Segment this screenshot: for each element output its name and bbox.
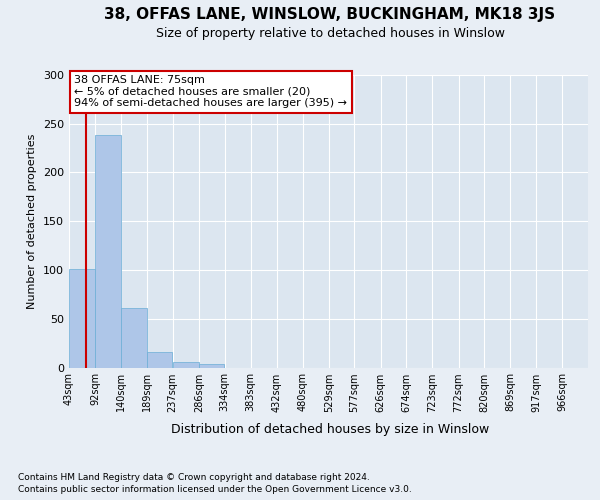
Text: Size of property relative to detached houses in Winslow: Size of property relative to detached ho… <box>155 28 505 40</box>
Bar <box>69 269 95 368</box>
Text: Contains public sector information licensed under the Open Government Licence v3: Contains public sector information licen… <box>18 485 412 494</box>
Text: Distribution of detached houses by size in Winslow: Distribution of detached houses by size … <box>171 422 489 436</box>
Bar <box>121 308 147 368</box>
Bar <box>173 362 199 368</box>
Text: Contains HM Land Registry data © Crown copyright and database right 2024.: Contains HM Land Registry data © Crown c… <box>18 472 370 482</box>
Text: 38 OFFAS LANE: 75sqm
← 5% of detached houses are smaller (20)
94% of semi-detach: 38 OFFAS LANE: 75sqm ← 5% of detached ho… <box>74 75 347 108</box>
Y-axis label: Number of detached properties: Number of detached properties <box>28 134 37 309</box>
Bar <box>147 352 172 368</box>
Text: 38, OFFAS LANE, WINSLOW, BUCKINGHAM, MK18 3JS: 38, OFFAS LANE, WINSLOW, BUCKINGHAM, MK1… <box>104 8 556 22</box>
Bar <box>95 136 121 368</box>
Bar <box>199 364 224 368</box>
